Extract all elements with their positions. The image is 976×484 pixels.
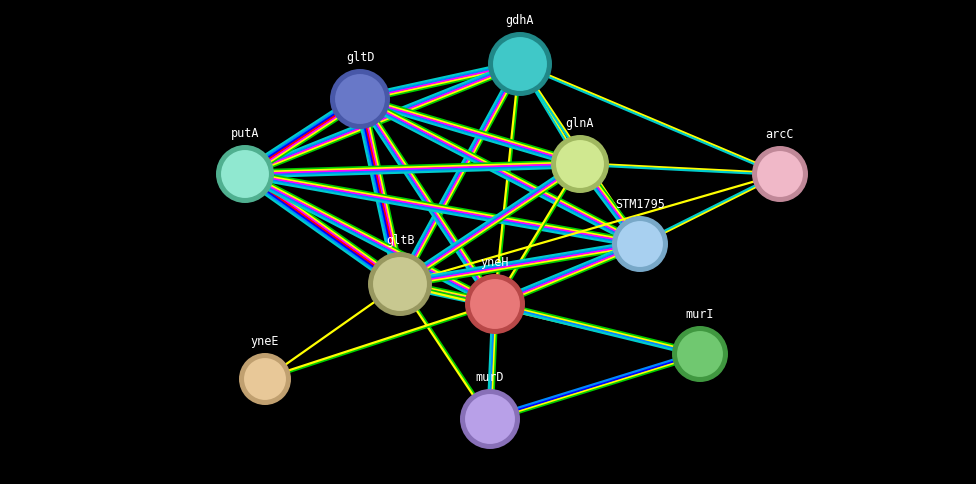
Ellipse shape: [372, 257, 428, 312]
Text: gltD: gltD: [346, 51, 374, 64]
Ellipse shape: [551, 136, 609, 194]
Ellipse shape: [488, 33, 552, 97]
Text: glnA: glnA: [566, 117, 594, 130]
Ellipse shape: [460, 389, 520, 449]
Ellipse shape: [239, 353, 291, 405]
Text: gdhA: gdhA: [506, 14, 534, 27]
Ellipse shape: [752, 147, 808, 203]
Ellipse shape: [464, 393, 516, 445]
Text: arcC: arcC: [766, 128, 794, 141]
Text: STM1795: STM1795: [615, 197, 665, 211]
Ellipse shape: [612, 216, 668, 272]
Text: yneH: yneH: [481, 256, 509, 269]
Text: murD: murD: [475, 370, 505, 383]
Ellipse shape: [676, 330, 724, 378]
Ellipse shape: [469, 278, 521, 330]
Text: putA: putA: [230, 127, 260, 140]
Ellipse shape: [492, 37, 548, 93]
Ellipse shape: [756, 151, 804, 198]
Ellipse shape: [368, 253, 432, 317]
Ellipse shape: [243, 357, 287, 401]
Ellipse shape: [555, 140, 605, 190]
Ellipse shape: [465, 274, 525, 334]
Ellipse shape: [220, 150, 270, 199]
Ellipse shape: [616, 221, 664, 269]
Text: murI: murI: [686, 307, 714, 320]
Text: yneE: yneE: [251, 334, 279, 348]
Text: gltB: gltB: [386, 233, 414, 246]
Ellipse shape: [334, 74, 386, 126]
Ellipse shape: [672, 326, 728, 382]
Ellipse shape: [330, 70, 390, 130]
Ellipse shape: [216, 146, 274, 204]
